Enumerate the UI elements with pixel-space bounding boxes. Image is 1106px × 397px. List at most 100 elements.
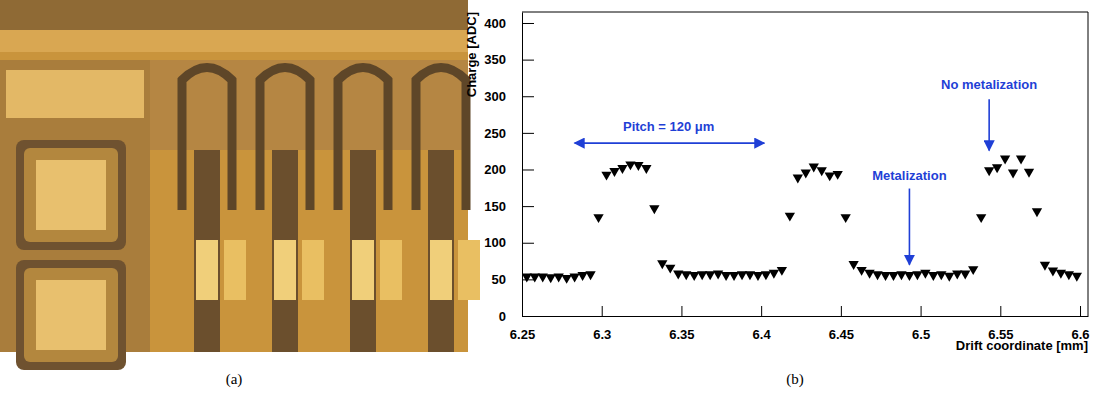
- x-tick-mark: [921, 306, 922, 316]
- y-tick-label: 400: [484, 16, 506, 31]
- annotation-text: Pitch = 120 μm: [623, 119, 714, 134]
- image-pad-outer: [16, 140, 126, 250]
- x-tick: 6.55: [988, 306, 1013, 342]
- panel-label: (a): [226, 371, 243, 388]
- data-point: [1056, 270, 1066, 279]
- annotation-arrow: [575, 142, 765, 144]
- y-tick-label: 50: [492, 272, 506, 287]
- x-tick: 6.35: [669, 306, 694, 342]
- data-point: [689, 272, 699, 281]
- annotation-arrow: [988, 99, 990, 150]
- y-tick-label: 250: [484, 126, 506, 141]
- figure: 6.256.36.356.46.456.56.556.6050100150200…: [0, 0, 1106, 397]
- data-point: [569, 273, 579, 282]
- y-tick-label: 300: [484, 89, 506, 104]
- data-point: [1016, 156, 1026, 165]
- x-tick-mark: [1000, 306, 1001, 316]
- image-gap-pad: [224, 240, 246, 300]
- data-point: [729, 272, 739, 281]
- data-point: [593, 214, 603, 223]
- y-tick-mark: [522, 206, 534, 207]
- image-strip-pad: [430, 240, 452, 300]
- x-tick: 6.45: [829, 306, 854, 342]
- y-tick: 0: [499, 309, 534, 324]
- y-axis: 0 50 100 150 200 250 300 350 400: [484, 13, 534, 324]
- y-tick-label: 150: [484, 199, 506, 214]
- data-point: [825, 172, 835, 181]
- y-tick-label: 350: [484, 52, 506, 67]
- y-tick: 150: [484, 199, 534, 214]
- data-point: [1032, 208, 1042, 217]
- data-point: [617, 165, 627, 174]
- annotation-text: Metalization: [872, 168, 946, 183]
- data-point: [920, 270, 930, 279]
- y-tick-mark: [522, 23, 534, 24]
- image-strip-pad: [352, 240, 374, 300]
- y-tick-mark: [522, 96, 534, 97]
- x-tick: 6.5: [912, 306, 930, 342]
- data-point: [554, 273, 564, 282]
- data-point: [817, 167, 827, 176]
- panel-a-image: [0, 0, 480, 370]
- image-top-strip: [0, 30, 468, 52]
- image-strip-pad: [196, 240, 218, 300]
- y-tick: 50: [492, 272, 534, 287]
- x-tick-mark: [841, 306, 842, 316]
- y-tick-label: 0: [499, 309, 506, 324]
- plot-marks: [522, 156, 1082, 284]
- y-tick: 300: [484, 89, 534, 104]
- image-pad-inner: [36, 160, 106, 230]
- image-gap-pad: [302, 240, 324, 300]
- x-tick-label: 6.3: [593, 327, 611, 342]
- y-tick-label: 100: [484, 235, 506, 250]
- x-axis-line: [523, 316, 1089, 317]
- data-point: [641, 165, 651, 174]
- x-tick: 6.3: [593, 306, 611, 342]
- image-strip: [272, 150, 298, 352]
- y-tick-mark: [522, 169, 534, 170]
- data-point: [856, 267, 866, 276]
- x-axis: 6.256.36.356.46.456.56.556.6: [510, 306, 1090, 342]
- image-gap-pad: [458, 240, 480, 300]
- data-point: [1048, 268, 1058, 277]
- y-axis-line: [522, 13, 523, 317]
- data-point: [777, 267, 787, 276]
- x-tick-mark: [681, 306, 682, 316]
- annotation-text: No metalization: [941, 77, 1037, 92]
- y-tick-mark: [522, 316, 534, 317]
- data-point: [976, 214, 986, 223]
- y-tick: 250: [484, 126, 534, 141]
- data-point: [888, 272, 898, 281]
- image-gap-pad: [380, 240, 402, 300]
- data-point: [1008, 169, 1018, 178]
- x-tick-mark: [761, 306, 762, 316]
- data-point: [960, 271, 970, 280]
- x-tick-label: 6.35: [669, 327, 694, 342]
- data-point: [912, 271, 922, 280]
- data-point: [968, 266, 978, 275]
- data-point: [705, 271, 715, 280]
- y-tick-label: 200: [484, 162, 506, 177]
- data-point: [944, 273, 954, 282]
- y-tick: 400: [484, 16, 534, 31]
- data-point: [665, 265, 675, 274]
- image-pad-ring: [24, 268, 118, 362]
- data-point: [984, 167, 994, 176]
- frame-top: [522, 12, 1088, 13]
- x-tick-mark: [602, 306, 603, 316]
- image-pad-top: [6, 70, 144, 118]
- data-point: [769, 270, 779, 279]
- y-tick-mark: [522, 133, 534, 134]
- image-strip: [428, 150, 454, 352]
- data-point: [753, 272, 763, 281]
- data-point: [841, 214, 851, 223]
- image-pad-outer: [16, 260, 126, 370]
- data-point: [561, 275, 571, 284]
- data-point: [904, 272, 914, 281]
- y-axis-title: Charge [ADC]: [464, 12, 479, 97]
- data-point: [848, 261, 858, 270]
- panel-label: (b): [786, 371, 804, 388]
- image-background: [0, 0, 468, 352]
- data-point: [992, 164, 1002, 173]
- data-point: [936, 271, 946, 280]
